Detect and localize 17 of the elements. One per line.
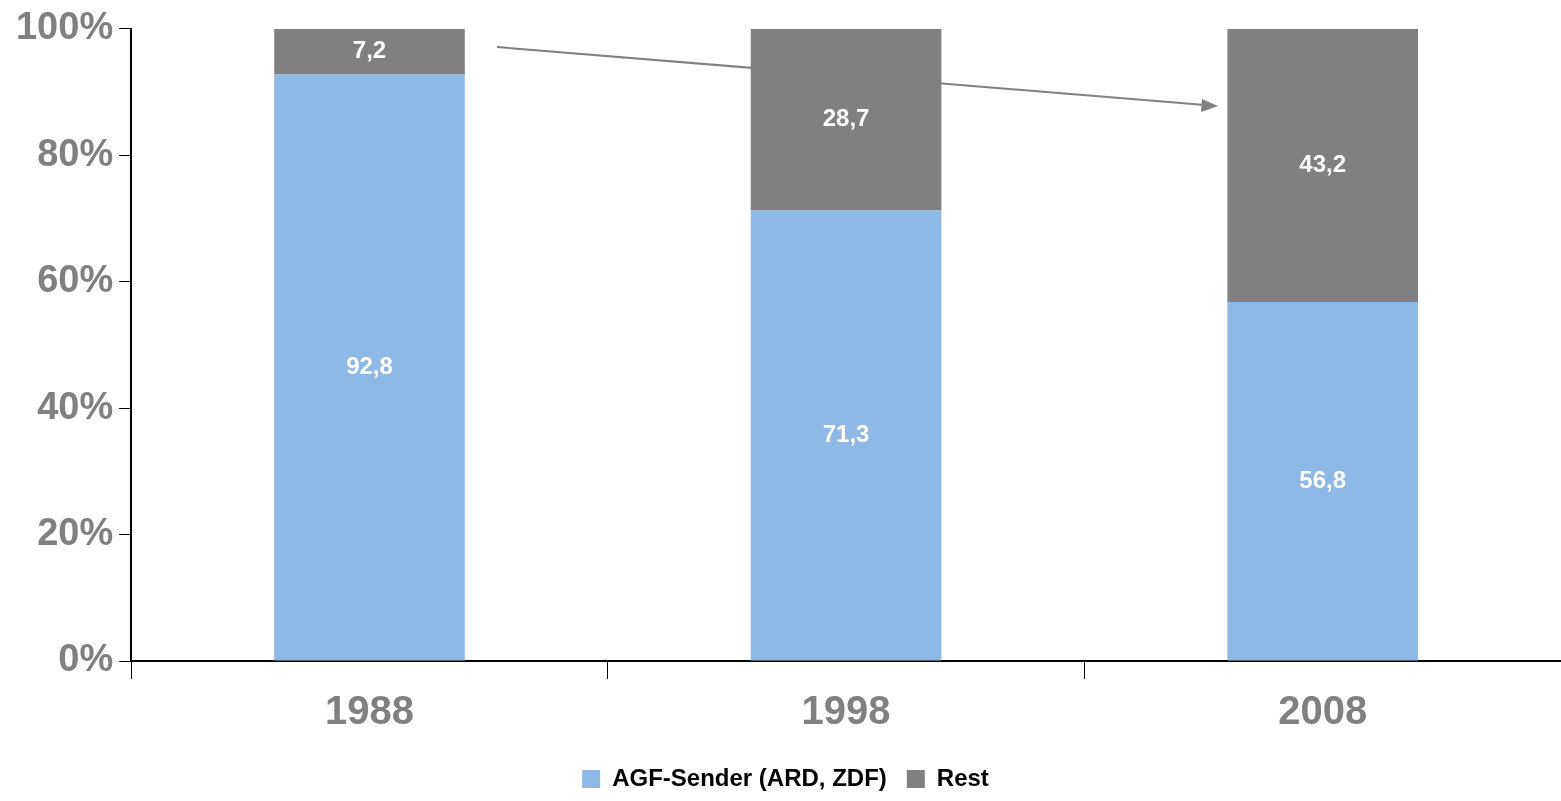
data-label: 71,3 xyxy=(822,420,870,447)
data-label: 56,8 xyxy=(1299,465,1347,493)
data-label: 43,2 xyxy=(1299,149,1347,177)
x-tick-label: 2008 xyxy=(1278,688,1368,733)
x-tick-label: 1988 xyxy=(325,688,414,733)
y-tick-label: 60% xyxy=(37,258,114,301)
x-tick-label: 1998 xyxy=(801,688,891,733)
data-label: 92,8 xyxy=(346,352,393,380)
y-tick-label: 40% xyxy=(37,384,114,427)
y-tick-label: 20% xyxy=(37,511,114,554)
data-label: 7,2 xyxy=(352,36,387,64)
data-label: 28,7 xyxy=(822,104,870,132)
legend-label: Rest xyxy=(936,763,989,791)
y-tick-label: 0% xyxy=(58,637,114,680)
y-tick-label: 100% xyxy=(15,5,114,48)
y-tick-label: 80% xyxy=(37,131,114,174)
legend-label: AGF-Sender (ARD, ZDF) xyxy=(612,763,887,791)
